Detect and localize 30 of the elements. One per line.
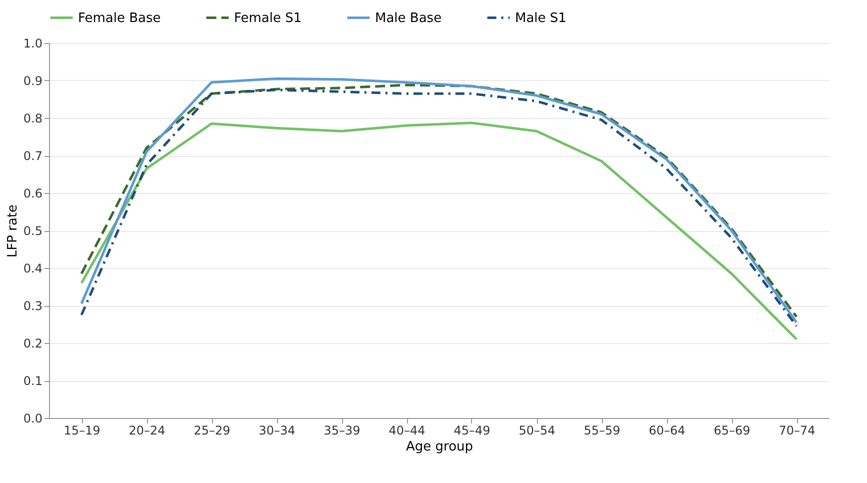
y-tick-label: 0.0 <box>23 412 42 426</box>
y-tick-label: 0.6 <box>23 186 42 200</box>
x-tick-label: 55–59 <box>584 424 620 438</box>
y-tick-label: 0.7 <box>23 149 42 163</box>
x-tick-label: 30–34 <box>258 424 296 438</box>
line-series <box>80 122 798 340</box>
x-axis-title: Age group <box>406 440 474 454</box>
y-tick-label: 0.4 <box>23 262 42 276</box>
y-tick-label: 0.3 <box>23 299 42 313</box>
y-tick-label: 0.5 <box>23 224 42 238</box>
y-tick-label: 0.9 <box>23 74 42 88</box>
legend-label: Female Base <box>78 10 161 26</box>
y-tick-label: 0.2 <box>23 336 42 350</box>
legend-label: Male Base <box>375 10 442 26</box>
x-tick-label: 65–69 <box>714 424 750 438</box>
y-tick-label: 1.0 <box>23 36 42 50</box>
x-tick-label: 45–49 <box>454 424 490 438</box>
x-tick-label: 40–44 <box>388 424 426 438</box>
y-tick-label: 0.1 <box>23 374 42 388</box>
x-tick-label: 20–24 <box>128 424 166 438</box>
x-tick-label: 70–74 <box>778 424 816 438</box>
x-tick-label: 35–39 <box>324 424 360 438</box>
x-tick-label: 50–54 <box>518 424 556 438</box>
legend-label: Female S1 <box>234 10 302 26</box>
x-tick-label: 60–64 <box>648 424 686 438</box>
x-tick-label: 15–19 <box>64 424 100 438</box>
y-tick-label: 0.8 <box>23 112 42 126</box>
y-axis-title: LFP rate <box>5 204 20 258</box>
x-tick-label: 25–29 <box>194 424 230 438</box>
legend-label: Male S1 <box>515 10 566 26</box>
